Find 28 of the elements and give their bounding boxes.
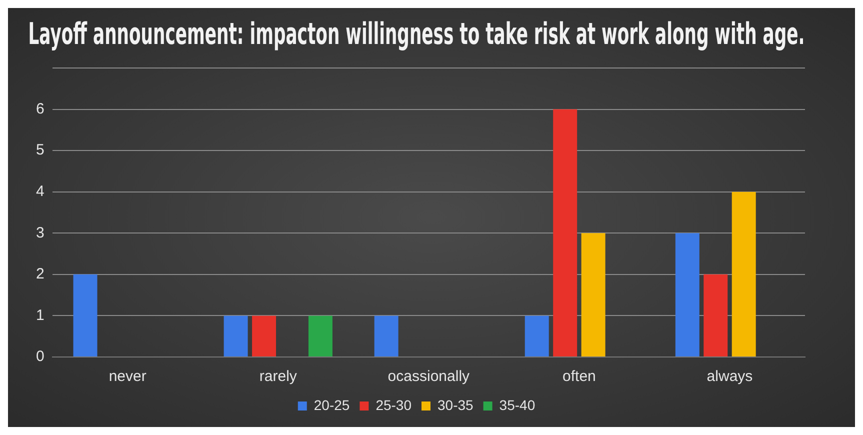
bar	[374, 316, 398, 356]
y-tick-label: 6	[36, 100, 44, 118]
bar	[675, 233, 700, 356]
bar	[704, 274, 728, 356]
bar	[581, 233, 606, 356]
y-tick-label: 3	[36, 224, 44, 242]
y-tick-label: 4	[36, 183, 44, 200]
x-tick-label: always	[706, 368, 753, 386]
bar	[308, 316, 332, 356]
bar	[73, 274, 98, 356]
legend-label: 20-25	[314, 396, 350, 413]
y-tick-label: 2	[36, 266, 44, 283]
bar	[732, 192, 756, 356]
bar	[553, 109, 578, 356]
y-tick-label: 5	[36, 142, 44, 159]
y-tick-label: 1	[36, 306, 44, 324]
x-tick-label: ocassionally	[388, 368, 470, 386]
bar	[224, 316, 248, 356]
y-tick-label: 0	[36, 348, 44, 366]
chart-title: Layoff announcement: impacton willingness to take risk at work along with age.	[28, 16, 805, 52]
legend-label: 35-40	[499, 396, 536, 413]
x-tick-label: often	[562, 368, 596, 386]
x-tick-label: never	[108, 368, 146, 386]
x-tick-label: rarely	[259, 368, 298, 386]
legend-label: 30-35	[438, 396, 474, 413]
bar	[524, 316, 549, 356]
legend-label: 25-30	[376, 396, 412, 413]
bar	[252, 316, 276, 356]
